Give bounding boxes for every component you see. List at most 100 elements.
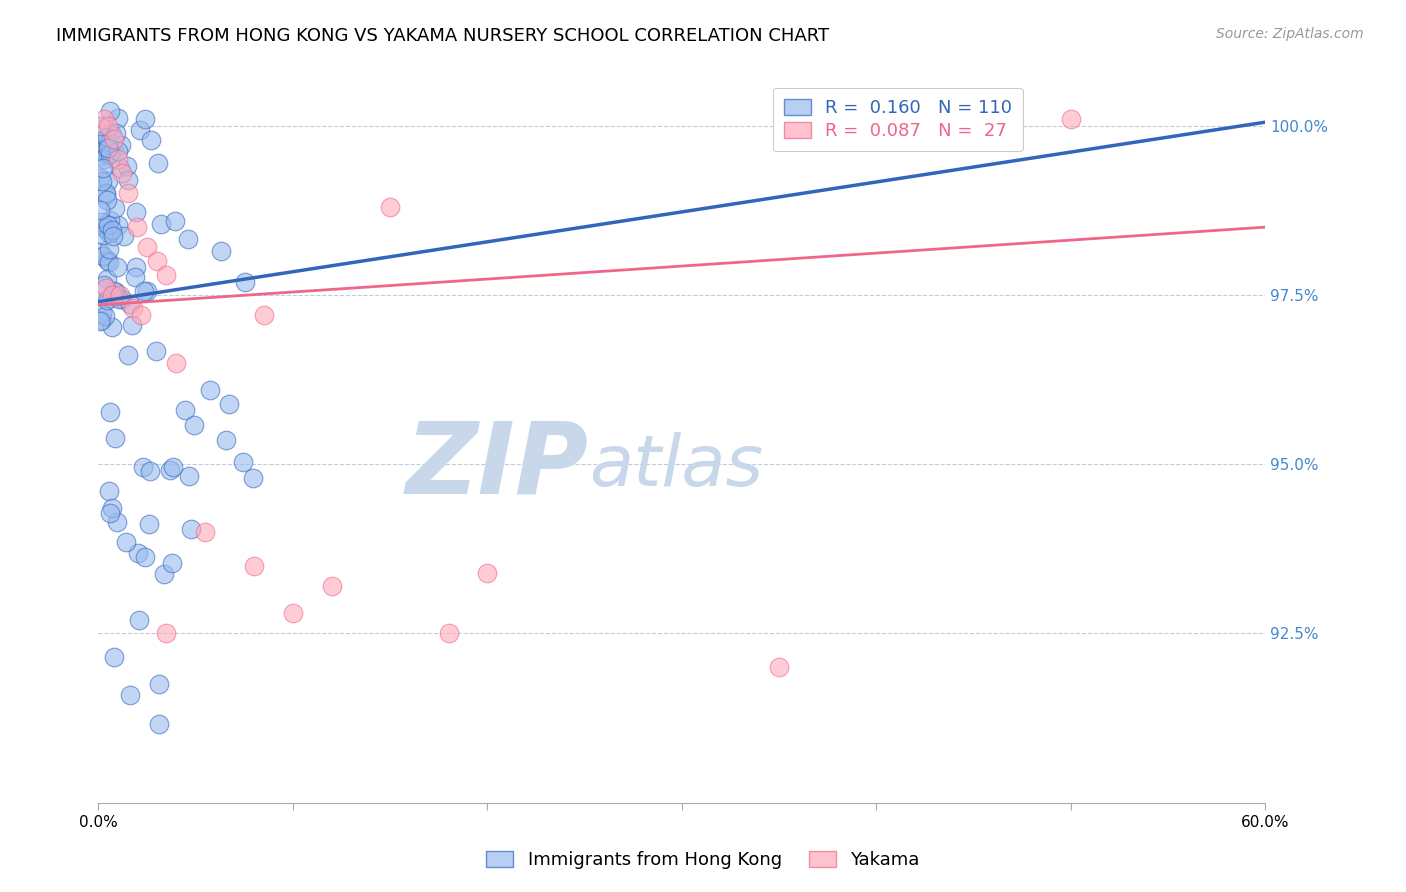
- Point: [118, 297, 141, 311]
- Point: [243, 558, 266, 573]
- Point: [89, 202, 111, 217]
- Point: [104, 289, 127, 303]
- Point: [194, 524, 217, 539]
- Point: [162, 460, 184, 475]
- Point: [218, 397, 240, 411]
- Point: [98, 484, 121, 499]
- Point: [103, 284, 125, 298]
- Point: [110, 138, 132, 153]
- Point: [165, 355, 187, 369]
- Point: [155, 626, 177, 640]
- Point: [129, 123, 152, 137]
- Point: [136, 240, 159, 254]
- Point: [107, 112, 129, 126]
- Point: [105, 285, 128, 299]
- Point: [103, 132, 125, 146]
- Point: [145, 343, 167, 358]
- Point: [97, 148, 120, 162]
- Point: [97, 218, 120, 232]
- Point: [98, 147, 121, 161]
- Point: [97, 136, 120, 151]
- Point: [163, 214, 186, 228]
- Point: [96, 281, 118, 295]
- Point: [101, 223, 124, 237]
- Point: [93, 144, 115, 158]
- Point: [98, 506, 121, 520]
- Point: [1060, 112, 1083, 126]
- Point: [477, 566, 499, 580]
- Point: [132, 284, 155, 298]
- Point: [380, 200, 402, 214]
- Point: [215, 433, 238, 447]
- Point: [103, 229, 125, 244]
- Point: [112, 229, 135, 244]
- Point: [94, 140, 117, 154]
- Point: [121, 318, 143, 333]
- Point: [235, 275, 257, 289]
- Point: [115, 159, 138, 173]
- Point: [100, 213, 122, 227]
- Point: [91, 249, 114, 263]
- Point: [105, 260, 128, 275]
- Point: [117, 186, 139, 201]
- Point: [91, 219, 114, 233]
- Point: [93, 112, 115, 126]
- Point: [104, 431, 127, 445]
- Point: [97, 226, 120, 240]
- Point: [104, 201, 127, 215]
- Point: [90, 215, 112, 229]
- Point: [97, 242, 120, 256]
- Point: [89, 148, 111, 162]
- Point: [108, 288, 131, 302]
- Text: IMMIGRANTS FROM HONG KONG VS YAKAMA NURSERY SCHOOL CORRELATION CHART: IMMIGRANTS FROM HONG KONG VS YAKAMA NURS…: [56, 27, 830, 45]
- Point: [437, 626, 460, 640]
- Point: [134, 112, 156, 126]
- Point: [98, 254, 121, 268]
- Point: [97, 119, 120, 133]
- Point: [183, 417, 205, 432]
- Point: [125, 260, 148, 274]
- Point: [177, 469, 200, 483]
- Point: [135, 284, 157, 298]
- Point: [242, 470, 264, 484]
- Point: [100, 500, 122, 515]
- Text: Source: ZipAtlas.com: Source: ZipAtlas.com: [1216, 27, 1364, 41]
- Point: [111, 166, 134, 180]
- Point: [91, 161, 114, 175]
- Point: [117, 349, 139, 363]
- Point: [162, 556, 184, 570]
- Point: [177, 231, 200, 245]
- Point: [101, 143, 124, 157]
- Point: [89, 134, 111, 148]
- Point: [94, 221, 117, 235]
- Point: [114, 535, 136, 549]
- Point: [89, 119, 111, 133]
- Point: [127, 220, 149, 235]
- Point: [149, 217, 172, 231]
- Point: [94, 187, 117, 202]
- Point: [105, 126, 128, 140]
- Point: [107, 144, 129, 158]
- Point: [108, 161, 131, 176]
- Point: [129, 308, 152, 322]
- Point: [139, 464, 162, 478]
- Point: [96, 293, 118, 307]
- Point: [321, 579, 343, 593]
- Point: [96, 193, 118, 207]
- Point: [209, 244, 232, 259]
- Point: [111, 293, 134, 307]
- Point: [180, 522, 202, 536]
- Point: [93, 152, 115, 166]
- Point: [98, 291, 121, 305]
- Point: [138, 516, 160, 531]
- Point: [97, 141, 120, 155]
- Point: [132, 459, 155, 474]
- Point: [146, 254, 169, 268]
- Point: [98, 405, 121, 419]
- Point: [148, 677, 170, 691]
- Point: [768, 660, 790, 674]
- Point: [118, 688, 141, 702]
- Point: [198, 384, 221, 398]
- Point: [98, 103, 121, 118]
- Point: [89, 244, 111, 259]
